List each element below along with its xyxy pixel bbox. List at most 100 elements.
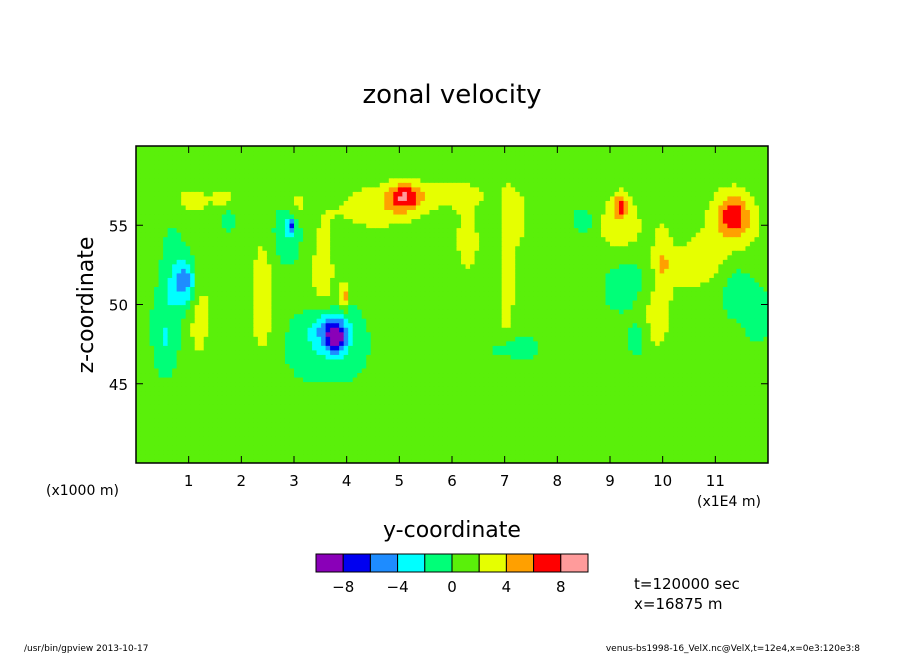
contour-cell — [555, 399, 561, 405]
contour-cell — [686, 322, 692, 328]
contour-cell — [731, 417, 737, 423]
contour-cell — [280, 435, 286, 441]
contour-cell — [619, 322, 625, 328]
contour-cell — [501, 336, 507, 342]
contour-cell — [312, 408, 318, 414]
contour-cell — [217, 327, 223, 333]
contour-cell — [668, 440, 674, 446]
contour-cell — [266, 363, 273, 369]
contour-cell — [284, 313, 291, 319]
contour-cell — [176, 381, 182, 387]
contour-cell — [731, 318, 737, 324]
contour-cell — [397, 413, 403, 419]
contour-cell — [402, 299, 408, 306]
contour-cell — [176, 431, 182, 437]
contour-cell — [429, 408, 435, 414]
contour-cell — [167, 399, 173, 405]
contour-cell — [239, 395, 245, 401]
contour-cell — [578, 386, 584, 392]
contour-cell — [650, 354, 656, 360]
contour-cell — [361, 422, 367, 428]
contour-cell — [429, 313, 435, 319]
contour-cell — [542, 367, 548, 374]
contour-cell — [501, 386, 507, 392]
contour-cell — [154, 426, 160, 432]
contour-cell — [217, 449, 223, 455]
contour-cell — [307, 372, 313, 378]
contour-cell — [221, 453, 227, 460]
contour-cell — [154, 299, 160, 306]
contour-cell — [212, 372, 218, 378]
contour-cell — [569, 431, 575, 437]
contour-cell — [519, 363, 525, 369]
contour-cell — [533, 440, 539, 446]
contour-cell — [673, 449, 679, 455]
contour-cell — [704, 399, 710, 405]
contour-cell — [420, 395, 426, 401]
contour-cell — [461, 340, 467, 346]
contour-cell — [230, 336, 236, 342]
contour-cell — [600, 345, 607, 351]
contour-cell — [695, 390, 701, 396]
contour-cell — [176, 399, 182, 405]
contour-cell — [713, 440, 719, 446]
contour-cell — [181, 354, 187, 360]
contour-cell — [208, 458, 214, 463]
contour-cell — [411, 318, 417, 324]
contour-cell — [749, 304, 756, 310]
contour-cell — [704, 435, 710, 441]
contour-cell — [758, 435, 765, 441]
contour-cell — [722, 404, 728, 410]
contour-cell — [655, 313, 661, 319]
contour-cell — [203, 322, 209, 328]
contour-cell — [248, 322, 254, 328]
contour-cell — [456, 399, 462, 405]
contour-cell — [619, 395, 625, 401]
contour-cell — [284, 390, 291, 396]
contour-cell — [375, 386, 381, 392]
contour-cell — [713, 349, 719, 355]
contour-cell — [438, 372, 444, 378]
contour-cell — [677, 435, 683, 441]
contour-cell — [447, 444, 453, 451]
contour-cell — [212, 449, 218, 455]
contour-cell — [646, 408, 652, 414]
contour-cell — [154, 440, 160, 446]
contour-cell — [623, 327, 629, 333]
contour-cell — [415, 354, 421, 360]
contour-cell — [713, 404, 719, 410]
contour-cell — [731, 440, 737, 446]
contour-cell — [303, 299, 309, 306]
contour-cell — [614, 390, 620, 396]
contour-cell — [176, 453, 182, 460]
contour-cell — [136, 417, 142, 423]
contour-cell — [217, 399, 223, 405]
contour-cell — [641, 376, 647, 383]
contour-cell — [330, 372, 336, 378]
contour-cell — [515, 458, 521, 463]
contour-cell — [352, 327, 358, 333]
contour-cell — [217, 299, 223, 306]
contour-cell — [348, 372, 354, 378]
contour-cell — [438, 318, 444, 324]
contour-cell — [551, 381, 557, 387]
contour-cell — [366, 399, 372, 405]
contour-cell — [686, 309, 692, 315]
contour-cell — [402, 340, 408, 346]
contour-cell — [221, 386, 227, 392]
contour-cell — [736, 313, 742, 319]
contour-cell — [682, 449, 688, 455]
contour-cell — [610, 313, 616, 319]
contour-cell — [307, 336, 313, 342]
contour-cell — [578, 431, 584, 437]
contour-cell — [569, 349, 575, 355]
contour-cell — [506, 395, 512, 401]
contour-cell — [208, 309, 214, 315]
contour-cell — [366, 422, 372, 428]
contour-cell — [393, 354, 399, 360]
contour-cell — [637, 417, 643, 423]
contour-cell — [628, 381, 634, 387]
contour-cell — [284, 304, 291, 310]
contour-cell — [266, 449, 273, 455]
contour-cell — [384, 395, 390, 401]
